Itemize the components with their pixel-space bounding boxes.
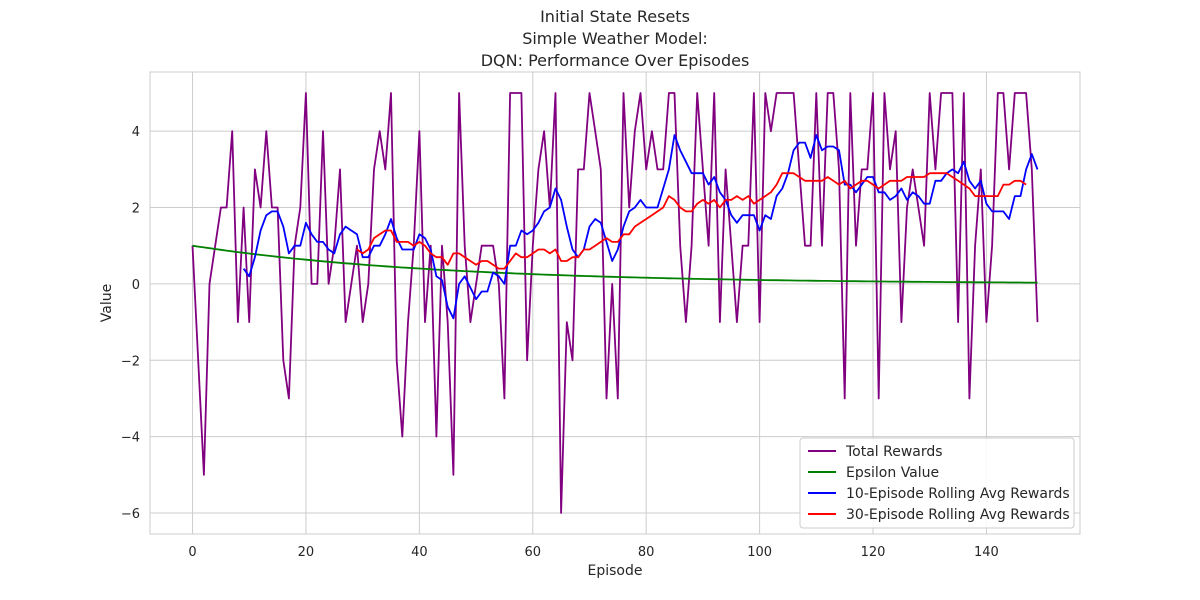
legend-label-30-episode-avg: 30-Episode Rolling Avg Rewards bbox=[846, 507, 1070, 523]
title-line-3: DQN: Performance Over Episodes bbox=[481, 51, 750, 70]
y-tick-label: −2 bbox=[121, 354, 140, 369]
x-tick-label: 100 bbox=[747, 545, 772, 560]
legend-label-total-rewards: Total Rewards bbox=[845, 444, 943, 460]
legend-label-epsilon-value: Epsilon Value bbox=[846, 465, 939, 481]
x-tick-label: 0 bbox=[188, 545, 196, 560]
series-lines bbox=[191, 92, 1039, 514]
y-tick-label: −6 bbox=[121, 507, 140, 522]
y-tick-label: 2 bbox=[132, 202, 140, 217]
title-line-1: Initial State Resets bbox=[540, 7, 690, 26]
y-tick-labels: −6 −4 −2 0 2 4 bbox=[121, 125, 140, 522]
rolling-avg-30-line bbox=[356, 172, 1027, 270]
plot-frame bbox=[149, 71, 1081, 535]
x-tick-label: 20 bbox=[298, 545, 315, 560]
epsilon-value-line bbox=[192, 244, 1038, 284]
legend-label-10-episode-avg: 10-Episode Rolling Avg Rewards bbox=[846, 486, 1070, 502]
y-tick-label: −4 bbox=[121, 431, 140, 446]
legend: Total Rewards Epsilon Value 10-Episode R… bbox=[799, 437, 1075, 529]
x-tick-label: 120 bbox=[861, 545, 886, 560]
legend-box bbox=[799, 437, 1075, 529]
x-tick-label: 40 bbox=[411, 545, 428, 560]
y-axis-label: Value bbox=[99, 284, 115, 322]
y-tick-label: 4 bbox=[132, 125, 140, 140]
rolling-avg-10-line bbox=[242, 134, 1039, 320]
x-tick-label: 80 bbox=[638, 545, 655, 560]
grid bbox=[150, 72, 1080, 534]
x-tick-label: 140 bbox=[974, 545, 999, 560]
chart-title: Initial State Resets Simple Weather Mode… bbox=[481, 7, 750, 70]
x-axis-label: Episode bbox=[588, 563, 643, 579]
title-line-2: Simple Weather Model: bbox=[522, 29, 708, 48]
y-tick-label: 0 bbox=[132, 278, 140, 293]
x-tick-label: 60 bbox=[525, 545, 542, 560]
x-tick-labels: 0 20 40 60 80 100 120 140 bbox=[188, 545, 998, 560]
